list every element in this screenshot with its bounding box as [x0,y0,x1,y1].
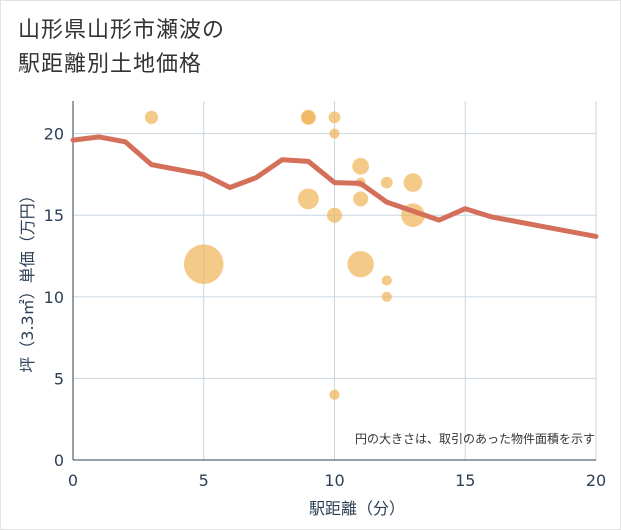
y-tick-label: 20 [44,125,64,144]
axes [72,101,596,461]
data-bubble [353,191,369,207]
data-bubble [144,110,159,124]
data-bubble [300,109,316,125]
chart-title: 山形県山形市瀬波の 駅距離別土地価格 [18,14,498,82]
y-tick-label: 0 [54,451,64,470]
y-tick-label: 5 [54,369,64,388]
x-tick-label: 15 [455,471,475,490]
data-bubble [328,111,341,124]
x-tick-label: 10 [324,471,344,490]
x-axis-label: 駅距離（分） [309,499,405,518]
bubble-size-note: 円の大きさは、取引のあった物件面積を示す [355,431,595,446]
tick-labels: 0 5 10 15 20 0 5 10 15 20 [44,125,607,490]
y-tick-label: 15 [44,206,64,225]
x-tick-label: 5 [199,471,209,490]
data-bubble [329,128,340,139]
title-line-2: 駅距離別土地価格 [18,52,203,77]
data-bubble [381,275,392,286]
data-bubble [352,157,369,175]
data-bubble [347,250,374,278]
bubble-series [144,109,425,400]
x-tick-label: 0 [68,471,78,490]
grid-lines [73,101,597,460]
title-line-1: 山形県山形市瀬波の [18,18,226,43]
data-bubble [329,389,340,400]
data-bubble [297,188,319,210]
data-bubble [326,207,343,223]
data-bubble [380,176,393,189]
x-tick-label: 20 [586,471,606,490]
data-bubble [183,244,224,284]
data-bubble [381,291,392,302]
data-bubble [403,173,423,192]
y-axis-label: 坪（3.3㎡）単価（万円） [18,187,37,372]
trend-series [70,134,599,239]
trend-line [70,134,599,239]
y-tick-label: 10 [44,288,64,307]
